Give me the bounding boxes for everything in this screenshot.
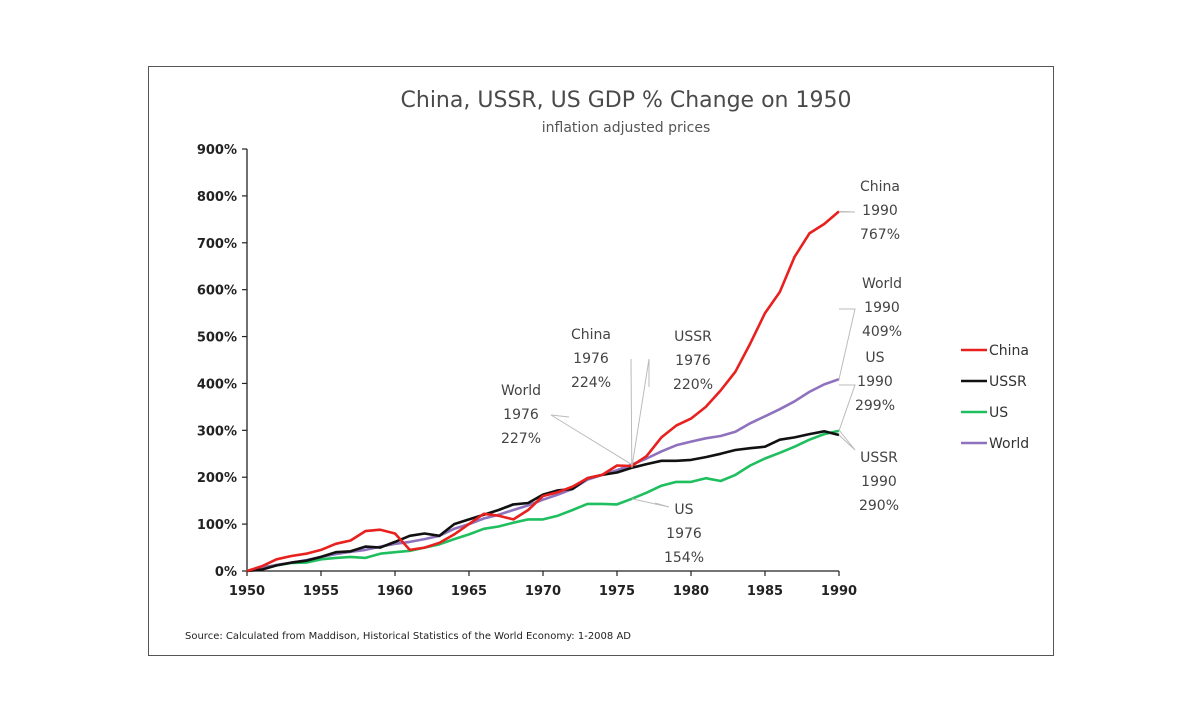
legend-label-china: China xyxy=(989,343,1029,359)
annotations-layer: China 1976 224% USSR 1976 220% World 1976 227% US… xyxy=(501,179,902,566)
annotation-leader-ussr xyxy=(838,429,856,451)
annotation-leader-world xyxy=(838,308,856,380)
annotation-us-line-1: 1976 xyxy=(666,526,702,542)
annotation-china-line-1: 1990 xyxy=(862,203,898,219)
series-line-china xyxy=(246,210,840,573)
x-tick-label: 1990 xyxy=(821,584,857,599)
x-tick-label: 1980 xyxy=(673,584,709,599)
x-tick-label: 1985 xyxy=(747,584,783,599)
legend-label-ussr: USSR xyxy=(989,374,1027,390)
annotation-world-line-1: 1976 xyxy=(503,407,539,423)
annotation-leader-us xyxy=(631,498,670,508)
annotation-ussr-line-0: USSR xyxy=(674,329,712,345)
annotation-ussr-line-0: USSR xyxy=(860,450,898,466)
y-tick-label: 0% xyxy=(215,565,237,580)
chart-subtitle: inflation adjusted prices xyxy=(542,120,711,136)
y-tick-label: 800% xyxy=(197,190,237,205)
annotation-world-line-0: World xyxy=(862,276,902,292)
annotation-world-line-1: 1990 xyxy=(864,300,900,316)
legend-label-us: US xyxy=(989,405,1008,421)
annotation-ussr-line-2: 290% xyxy=(859,498,899,514)
y-tick-label: 500% xyxy=(197,331,237,346)
annotation-ussr-line-1: 1976 xyxy=(675,353,711,369)
annotation-leader-china xyxy=(838,210,856,213)
annotation-leader-ussr xyxy=(631,358,650,468)
source-note: Source: Calculated from Maddison, Histor… xyxy=(185,631,631,642)
annotation-leader-us xyxy=(838,384,856,431)
annotation-ussr-line-1: 1990 xyxy=(861,474,897,490)
series-line-world xyxy=(246,377,840,573)
annotation-world-line-2: 227% xyxy=(501,431,541,447)
legend-label-world: World xyxy=(989,436,1029,452)
annotation-us-line-0: US xyxy=(674,502,693,518)
x-tick-label: 1950 xyxy=(229,584,265,599)
annotation-us-line-1: 1990 xyxy=(857,374,893,390)
x-tick-label: 1975 xyxy=(599,584,635,599)
chart-frame: China, USSR, US GDP % Change on 1950 inf… xyxy=(148,66,1054,656)
y-tick-label: 100% xyxy=(197,518,237,533)
annotation-china-line-0: China xyxy=(860,179,900,195)
y-tick-label: 600% xyxy=(197,284,237,299)
annotation-world-line-2: 409% xyxy=(862,324,902,340)
annotation-china-line-1: 1976 xyxy=(573,351,609,367)
legend: China USSR US World xyxy=(961,343,1029,452)
annotation-china-line-2: 767% xyxy=(860,227,900,243)
axes: 0% 100% 200% 300% 400% 500% 600% 700% 800% 900% 19… xyxy=(197,143,857,599)
annotation-world-line-0: World xyxy=(501,383,541,399)
x-tick-label: 1970 xyxy=(525,584,561,599)
annotation-china-line-2: 224% xyxy=(571,375,611,391)
y-tick-label: 300% xyxy=(197,424,237,439)
series-layer xyxy=(246,210,840,573)
gdp-line-chart: China, USSR, US GDP % Change on 1950 inf… xyxy=(185,88,1029,642)
y-tick-label: 200% xyxy=(197,471,237,486)
annotation-us-line-2: 154% xyxy=(664,550,704,566)
series-line-us xyxy=(246,429,840,573)
x-tick-label: 1955 xyxy=(303,584,339,599)
series-line-ussr xyxy=(246,429,840,573)
annotation-leader-world xyxy=(550,414,633,465)
y-tick-label: 900% xyxy=(197,143,237,158)
y-tick-label: 700% xyxy=(197,237,237,252)
chart-title: China, USSR, US GDP % Change on 1950 xyxy=(401,88,852,113)
annotation-us-line-2: 299% xyxy=(855,398,895,414)
y-tick-label: 400% xyxy=(197,377,237,392)
annotation-us-line-0: US xyxy=(865,350,884,366)
x-tick-label: 1960 xyxy=(377,584,413,599)
annotation-china-line-0: China xyxy=(571,327,611,343)
annotation-leader-china xyxy=(630,358,633,466)
x-tick-label: 1965 xyxy=(451,584,487,599)
annotation-ussr-line-2: 220% xyxy=(673,377,713,393)
